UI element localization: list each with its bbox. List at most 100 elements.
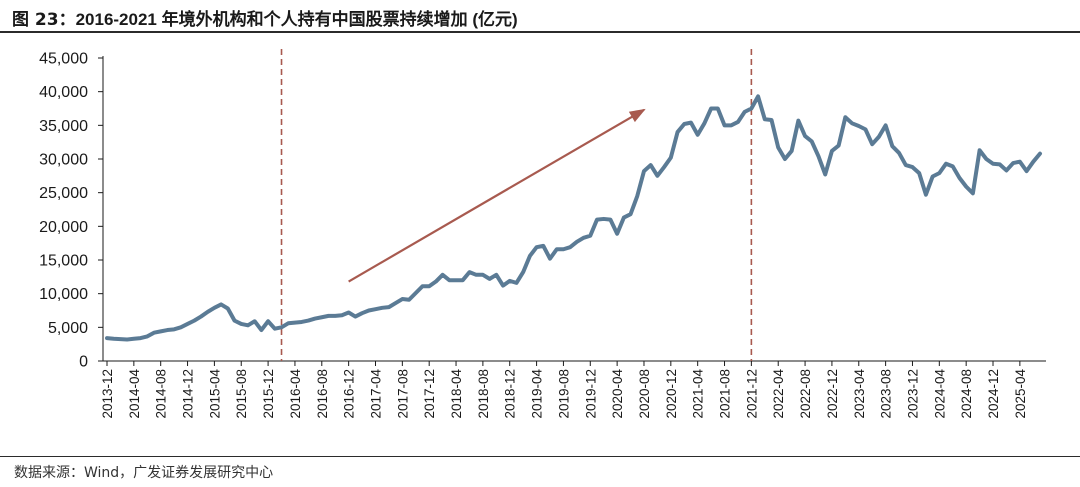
data-point <box>898 152 900 154</box>
data-point <box>817 155 820 157</box>
data-point <box>388 306 390 308</box>
data-point <box>1032 161 1034 163</box>
data-point <box>448 279 450 281</box>
x-tick-label: 2017-12 <box>422 369 437 419</box>
data-point <box>945 163 947 165</box>
x-tick-label: 2024-08 <box>959 369 974 419</box>
x-tick-label: 2014-08 <box>154 369 169 419</box>
data-point <box>636 195 638 197</box>
data-point <box>220 303 222 306</box>
data-point <box>670 157 672 159</box>
data-point <box>643 170 645 172</box>
data-point <box>556 248 558 250</box>
data-point <box>911 166 914 168</box>
data-point <box>1019 161 1021 163</box>
data-point <box>569 246 571 248</box>
data-point <box>475 274 477 276</box>
data-point <box>213 307 215 309</box>
data-point <box>811 140 813 143</box>
x-tick-label: 2022-08 <box>798 369 813 419</box>
data-point <box>952 165 954 168</box>
series-layer <box>105 94 1042 342</box>
data-point <box>294 322 296 324</box>
data-point <box>770 119 773 121</box>
data-point <box>576 241 578 243</box>
chart-title: 图 23：2016-2021 年境外机构和个人持有中国股票持续增加 (亿元) <box>12 5 518 30</box>
data-point <box>938 172 940 174</box>
data-point <box>314 317 316 320</box>
data-point <box>139 337 142 339</box>
data-point <box>864 128 867 130</box>
data-point <box>354 315 356 318</box>
data-point <box>777 146 779 149</box>
data-point <box>321 316 323 318</box>
data-point <box>616 233 618 235</box>
x-tick-label: 2017-04 <box>368 369 383 419</box>
x-tick-label: 2021-04 <box>691 369 706 419</box>
x-tick-label: 2014-04 <box>127 369 142 419</box>
x-tick-label: 2014-12 <box>181 369 196 419</box>
y-tick-label: 35,000 <box>39 118 88 135</box>
x-tick-label: 2024-12 <box>986 369 1001 419</box>
x-tick-label: 2018-04 <box>449 369 464 419</box>
data-point <box>791 150 793 152</box>
data-point <box>737 121 739 123</box>
x-tick-label: 2016-04 <box>288 369 303 419</box>
data-point <box>287 322 289 324</box>
source-note: 数据来源：Wind，广发证券发展研究中心 <box>14 465 274 481</box>
data-point <box>1012 162 1014 164</box>
data-point <box>207 311 209 313</box>
data-point <box>690 122 692 124</box>
data-point <box>254 320 256 322</box>
data-point <box>764 118 766 120</box>
x-tick-label: 2021-08 <box>718 369 733 419</box>
data-point <box>522 271 524 273</box>
data-point <box>260 329 262 331</box>
data-point <box>368 309 370 312</box>
data-point <box>401 298 403 300</box>
data-point <box>334 315 336 317</box>
data-point <box>1005 169 1008 172</box>
x-tick-label: 2019-04 <box>530 369 545 419</box>
y-tick-label: 25,000 <box>39 185 88 202</box>
x-tick-label: 2015-08 <box>234 369 249 419</box>
x-tick-label: 2019-08 <box>556 369 571 419</box>
x-tick-label: 2016-12 <box>342 369 357 419</box>
data-point <box>871 143 873 145</box>
data-point <box>529 255 531 257</box>
data-point <box>166 329 169 331</box>
data-point <box>629 213 632 215</box>
data-point <box>978 149 981 151</box>
data-point <box>106 337 108 339</box>
data-point <box>428 285 430 287</box>
x-tick-label: 2019-12 <box>583 369 598 419</box>
data-point <box>247 324 249 326</box>
data-point <box>663 166 665 168</box>
data-point <box>838 144 840 147</box>
data-point <box>824 173 826 176</box>
data-point <box>562 248 565 250</box>
data-point <box>502 284 504 287</box>
data-point <box>656 175 659 177</box>
y-axis: 0 5,000 10,000 15,000 20,000 25,000 30,000 35,0… <box>39 51 104 371</box>
data-point <box>133 338 135 340</box>
data-point <box>488 278 491 280</box>
data-point <box>462 279 464 281</box>
data-point <box>891 145 893 147</box>
y-tick-label: 0 <box>79 354 88 371</box>
y-tick-label: 40,000 <box>39 84 88 101</box>
data-point <box>482 274 484 276</box>
series-line <box>105 94 1042 342</box>
data-point <box>307 320 309 322</box>
data-point <box>153 332 155 334</box>
data-point <box>233 320 236 322</box>
data-point <box>710 107 712 110</box>
data-point <box>858 125 860 127</box>
data-point <box>549 258 551 260</box>
trend-arrow-shaft <box>348 108 645 283</box>
data-point <box>717 107 719 110</box>
x-tick-label: 2020-04 <box>610 369 625 419</box>
data-point <box>885 124 887 126</box>
x-axis: 2013-12 2014-04 2014-08 2014-12 2015-04 2015-… <box>100 360 1046 419</box>
